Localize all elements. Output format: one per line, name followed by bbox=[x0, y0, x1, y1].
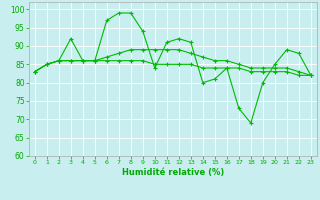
X-axis label: Humidité relative (%): Humidité relative (%) bbox=[122, 168, 224, 177]
